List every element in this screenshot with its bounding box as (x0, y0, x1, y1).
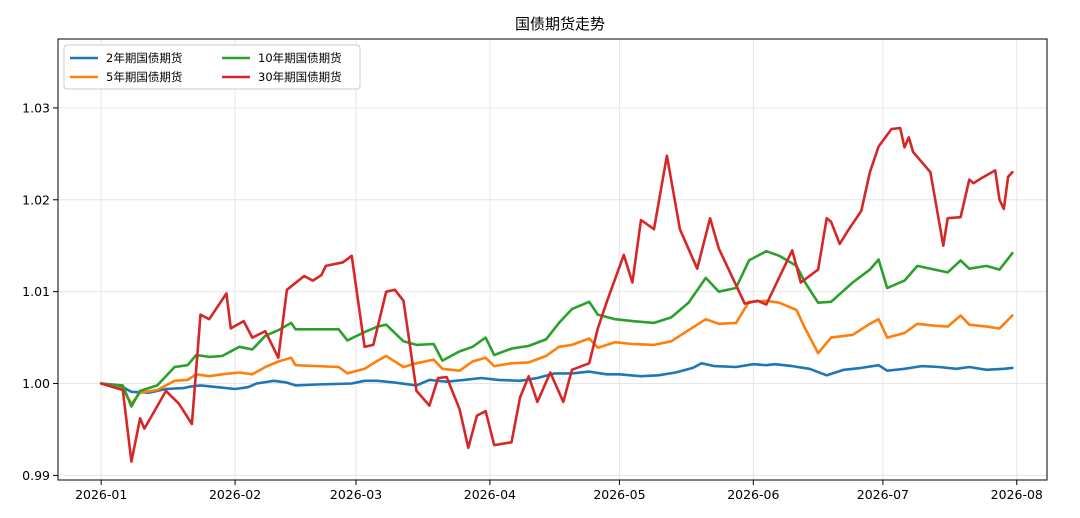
y-tick-label: 1.01 (22, 284, 50, 299)
legend: 2年期国债期货 5年期国债期货 10年期国债期货 30年期国债期货 (63, 44, 361, 90)
y-axis: 0.99 1.00 1.01 1.02 1.03 (22, 100, 58, 483)
legend-item: 5年期国债期货 (70, 70, 182, 84)
x-tick-label: 2026-01 (75, 487, 127, 502)
y-tick-label: 1.02 (22, 192, 50, 207)
y-tick-label: 1.00 (22, 376, 50, 391)
series-line-3 (99, 249, 1014, 408)
legend-item: 2年期国债期货 (70, 51, 182, 65)
y-tick-label: 1.03 (22, 100, 50, 115)
chart-title: 国债期货走势 (515, 15, 605, 33)
series-line-4 (99, 126, 1014, 463)
series-line-2 (99, 299, 1014, 406)
x-tick-label: 2026-04 (464, 487, 516, 502)
legend-label: 2年期国债期货 (106, 51, 182, 65)
plot-frame (57, 38, 1048, 481)
legend-label: 5年期国债期货 (106, 70, 182, 84)
legend-label: 10年期国债期货 (258, 51, 342, 65)
x-tick-label: 2026-08 (991, 487, 1043, 502)
x-tick-label: 2026-03 (330, 487, 382, 502)
x-tick-label: 2026-05 (593, 487, 645, 502)
legend-item: 10年期国债期货 (222, 51, 342, 65)
x-axis: 2026-01 2026-02 2026-03 2026-04 2026-05 2026-… (75, 480, 1043, 502)
legend-item: 30年期国债期货 (222, 70, 342, 84)
x-tick-label: 2026-02 (209, 487, 261, 502)
legend-label: 30年期国债期货 (258, 70, 342, 84)
x-tick-label: 2026-06 (727, 487, 779, 502)
legend-box (63, 44, 361, 90)
x-tick-label: 2026-07 (857, 487, 909, 502)
y-tick-label: 0.99 (22, 468, 50, 483)
grid (58, 39, 1047, 480)
series-lines (99, 126, 1014, 463)
series-line-1 (99, 361, 1014, 395)
